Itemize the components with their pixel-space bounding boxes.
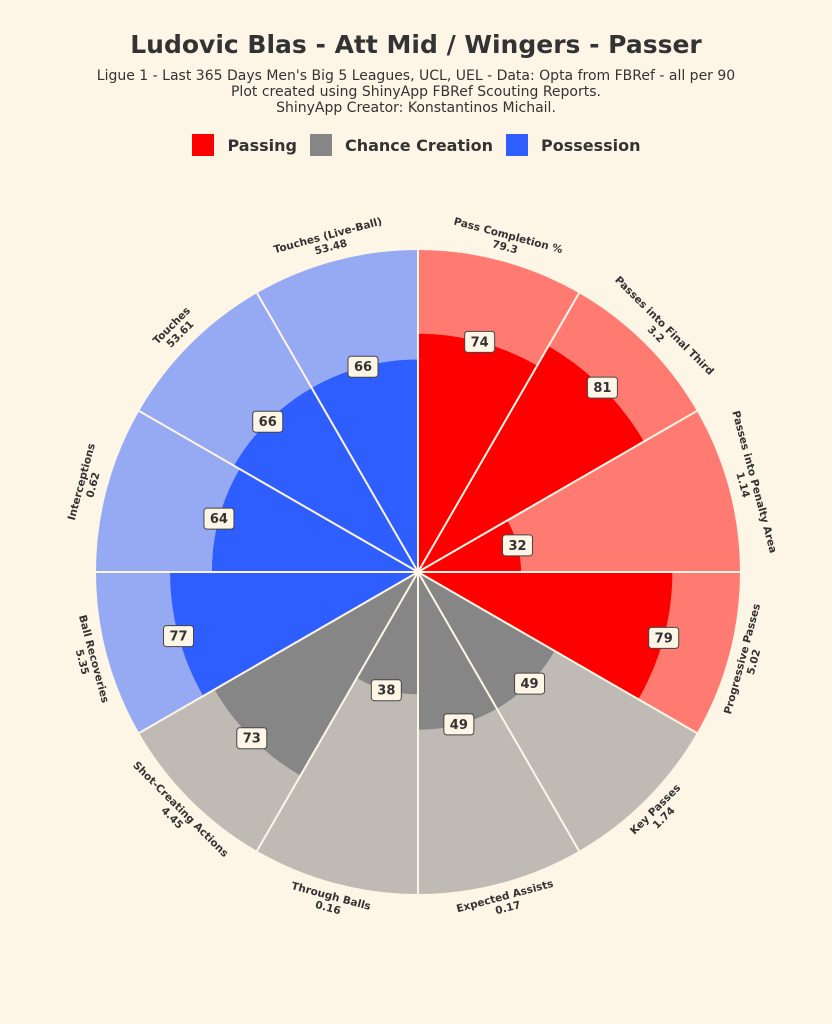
percentile-value-pass-completion: 74 [471, 335, 489, 350]
legend-item-possession: Possession [504, 133, 641, 157]
percentile-value-key-passes: 49 [521, 677, 539, 692]
wedge-value-touches-live-ball [311, 359, 418, 572]
percentile-box-frame [464, 330, 496, 353]
percentile-box-frame [347, 355, 379, 378]
percentile-box-frame [648, 626, 680, 649]
legend-swatch-chance-creation [308, 133, 333, 157]
wedge-value-through-balls [356, 572, 418, 695]
wedge-divider [417, 292, 580, 573]
wedge-value-shot-creating-actions [214, 572, 418, 776]
percentile-box-shot-creating-actions: 73 [236, 727, 268, 750]
wedge-divider [417, 571, 580, 852]
percentile-box-frame [514, 672, 546, 695]
subtitle-line-1: Ligue 1 - Last 365 Days Men's Big 5 Leag… [96, 68, 736, 84]
chart-title: Ludovic Blas - Att Mid / Wingers - Passe… [130, 30, 702, 59]
wedge-divider [256, 571, 419, 852]
legend-item-chance-creation: Chance Creation [308, 133, 493, 157]
percentile-box-frame [203, 507, 235, 530]
percentile-box-frame [370, 679, 402, 702]
wedge-value-progressive-passes [418, 572, 673, 700]
chart-legend: Passing Chance Creation Possession [0, 133, 832, 157]
percentile-value-shot-creating-actions: 73 [243, 732, 261, 747]
wedge-value-passes-into-penalty-area [418, 520, 522, 572]
percentile-box-ball-recoveries: 77 [163, 625, 195, 648]
percentile-box-frame [252, 410, 284, 433]
legend-label-possession: Possession [540, 135, 641, 155]
percentile-box-frame [586, 376, 618, 399]
subtitle-line-2: Plot created using ShinyApp FBRef Scouti… [230, 84, 601, 100]
wedge-divider [138, 410, 419, 573]
percentile-box-frame [236, 727, 268, 750]
percentile-box-progressive-passes: 79 [648, 626, 680, 649]
percentile-value-expected-assists: 49 [450, 718, 468, 733]
percentile-box-passes-into-final-third: 81 [586, 376, 618, 399]
percentile-value-ball-recoveries: 77 [169, 630, 187, 645]
chart-subtitle: Ligue 1 - Last 365 Days Men's Big 5 Leag… [0, 68, 832, 116]
percentile-value-passes-into-penalty-area: 32 [508, 539, 526, 554]
wedge-divider [256, 292, 419, 573]
wedge-value-interceptions [211, 468, 418, 572]
percentile-box-touches: 66 [252, 410, 284, 433]
wedge-value-expected-assists [418, 572, 497, 730]
percentile-box-frame [443, 713, 475, 736]
percentile-box-key-passes: 49 [514, 672, 546, 695]
percentile-value-progressive-passes: 79 [655, 631, 673, 646]
wedge-divider [138, 571, 419, 734]
percentile-labels: 74 81 32 79 49 49 38 73 77 64 66 66 [163, 330, 680, 750]
wedge-value-touches [233, 387, 418, 572]
percentile-box-through-balls: 38 [370, 679, 402, 702]
legend-label-passing: Passing [227, 135, 297, 155]
percentile-box-passes-into-penalty-area: 32 [502, 534, 534, 557]
percentile-value-passes-into-final-third: 81 [593, 381, 611, 396]
legend-swatch-possession [504, 133, 529, 157]
subtitle-line-3: ShinyApp Creator: Konstantinos Michail. [276, 100, 556, 116]
wedge-dividers [96, 250, 740, 894]
percentile-value-interceptions: 64 [210, 512, 228, 527]
wedge-divider [417, 410, 698, 573]
wedge-divider [417, 571, 698, 734]
wedge-value-pass-completion [418, 333, 538, 572]
percentile-box-frame [163, 625, 195, 648]
percentile-value-touches: 66 [259, 415, 277, 430]
legend-swatch-passing [191, 133, 216, 157]
percentile-box-touches-live-ball: 66 [347, 355, 379, 378]
percentile-box-frame [502, 534, 534, 557]
wedge-value-passes-into-final-third [418, 346, 644, 572]
legend-label-chance-creation: Chance Creation [344, 135, 493, 155]
value-wedges [170, 333, 673, 776]
percentile-box-pass-completion: 74 [464, 330, 496, 353]
percentile-box-expected-assists: 49 [443, 713, 475, 736]
percentile-box-interceptions: 64 [203, 507, 235, 530]
percentile-value-touches-live-ball: 66 [354, 360, 372, 375]
wedge-value-ball-recoveries [170, 572, 418, 696]
percentile-value-through-balls: 38 [377, 684, 395, 699]
legend-item-passing: Passing [191, 133, 297, 157]
